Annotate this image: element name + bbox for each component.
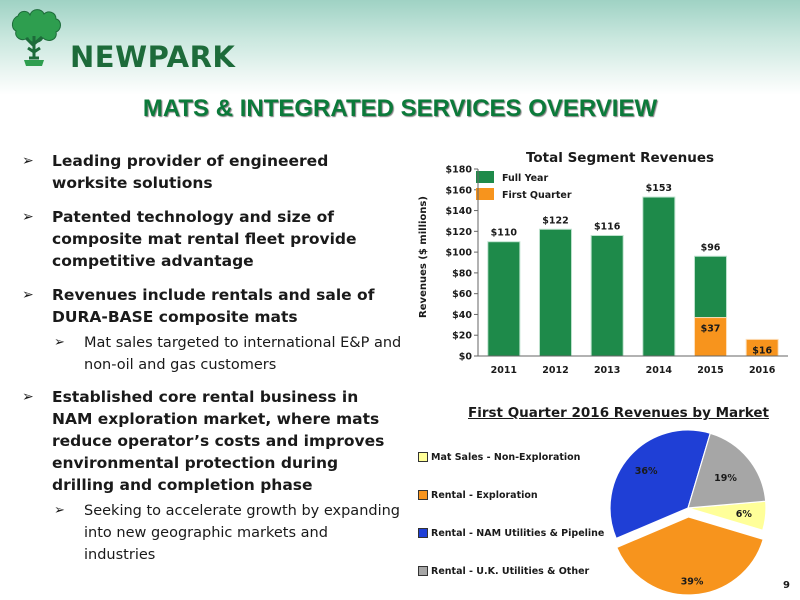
bullet-text: Established core rental business in NAM … — [52, 388, 385, 494]
pie-legend-item: Rental - NAM Utilities & Pipeline — [418, 527, 605, 539]
pie-slice — [615, 516, 764, 595]
logo-wordmark: NEWPARK — [70, 40, 236, 74]
x-tick-label: 2014 — [646, 365, 673, 376]
bullet-list: ➢ Leading provider of engineered worksite… — [22, 150, 402, 576]
page-title: MATS & INTEGRATED SERVICES OVERVIEW — [142, 95, 658, 122]
pie-legend-item: Rental - Exploration — [418, 489, 538, 501]
y-tick-label: $120 — [446, 227, 473, 238]
page-number: 9 — [783, 580, 790, 591]
tree-icon — [11, 9, 61, 66]
data-label-full-year: $110 — [491, 228, 518, 239]
data-label-full-year: $153 — [646, 183, 672, 194]
bar-full-year — [538, 228, 573, 357]
legend-swatch — [418, 451, 428, 462]
pie-slice — [687, 432, 767, 509]
legend-label: Rental - Exploration — [431, 490, 538, 501]
y-tick-label: $20 — [452, 331, 472, 342]
legend-label: Rental - NAM Utilities & Pipeline — [431, 528, 605, 539]
legend-label: Mat Sales - Non-Exploration — [431, 452, 581, 463]
x-tick-label: 2013 — [594, 365, 620, 376]
bullet-item: ➢ Revenues include rentals and sale of DU… — [22, 284, 402, 328]
y-tick-label: $140 — [446, 206, 473, 217]
y-tick-label: $40 — [452, 310, 472, 321]
y-tick-label: $60 — [452, 289, 472, 300]
bullet-item: ➢ Leading provider of engineered worksite… — [22, 150, 402, 194]
sub-bullet-text: Seeking to accelerate growth by expandin… — [84, 503, 401, 563]
bullet-text: Revenues include rentals and sale of DUR… — [52, 286, 375, 326]
y-tick-label: $80 — [452, 268, 472, 279]
legend-label: Rental - U.K. Utilities & Other — [431, 566, 590, 577]
newpark-logo — [11, 9, 61, 66]
arrow-bullet-icon: ➢ — [54, 335, 65, 350]
legend-swatch-full-year — [476, 171, 494, 183]
sub-bullet-item: ➢ Mat sales targeted to international E&P… — [22, 332, 402, 376]
legend-swatch — [418, 565, 428, 576]
header-band — [0, 0, 800, 95]
bar-full-year — [487, 241, 521, 357]
pie-slice-label: 19% — [714, 473, 737, 484]
pie-slice — [609, 429, 712, 540]
arrow-bullet-icon: ➢ — [22, 209, 34, 225]
data-label-full-year: $116 — [594, 221, 621, 232]
y-axis-label: Revenues ($ millions) — [418, 196, 429, 318]
legend-label-first-quarter: First Quarter — [502, 190, 572, 201]
data-label-full-year: $96 — [701, 242, 721, 253]
sub-bullet-item: ➢ Seeking to accelerate growth by expandi… — [22, 500, 402, 566]
y-tick-label: $100 — [446, 248, 473, 259]
y-tick-label: $160 — [446, 185, 473, 196]
market-pie-chart: 6% 39% 36% 19% — [609, 429, 767, 595]
y-tick-label: $0 — [459, 352, 473, 363]
x-tick-label: 2011 — [491, 365, 517, 376]
pie-slice-label: 36% — [635, 466, 658, 477]
arrow-bullet-icon: ➢ — [54, 503, 65, 518]
pie-slice-label: 6% — [736, 509, 753, 520]
legend-swatch — [418, 527, 428, 538]
data-label-first-quarter: $16 — [752, 345, 772, 356]
x-tick-label: 2012 — [542, 365, 568, 376]
data-label-first-quarter: $37 — [701, 324, 721, 335]
bullet-item: ➢ Patented technology and size of composi… — [22, 206, 402, 272]
pie-slice-label: 39% — [681, 576, 704, 587]
pie-chart-title: First Quarter 2016 Revenues by Market — [468, 405, 770, 421]
sub-bullet-text: Mat sales targeted to international E&P … — [84, 335, 402, 373]
bullet-item: ➢ Established core rental business in NAM… — [22, 386, 402, 496]
bar-chart-title: Total Segment Revenues — [526, 150, 714, 166]
arrow-bullet-icon: ➢ — [22, 153, 34, 169]
arrow-bullet-icon: ➢ — [22, 389, 34, 405]
bullet-text: Patented technology and size of composit… — [52, 208, 357, 270]
legend-label-full-year: Full Year — [502, 173, 548, 184]
bar-full-year — [590, 234, 624, 357]
arrow-bullet-icon: ➢ — [22, 287, 34, 303]
y-tick-label: $180 — [446, 165, 473, 176]
legend-swatch-first-quarter — [476, 188, 494, 200]
data-label-full-year: $122 — [542, 215, 568, 226]
x-tick-label: 2016 — [749, 365, 776, 376]
pie-legend-item: Rental - U.K. Utilities & Other — [418, 565, 590, 577]
bar-first-quarter — [693, 317, 728, 357]
bar-full-year — [642, 196, 676, 357]
pie-legend-item: Mat Sales - Non-Exploration — [418, 451, 581, 463]
legend-swatch — [418, 489, 428, 500]
x-tick-label: 2015 — [697, 365, 723, 376]
revenue-bar-chart: Total Segment Revenues Revenues ($ milli… — [418, 150, 788, 376]
bullet-text: Leading provider of engineered worksite … — [52, 152, 329, 192]
